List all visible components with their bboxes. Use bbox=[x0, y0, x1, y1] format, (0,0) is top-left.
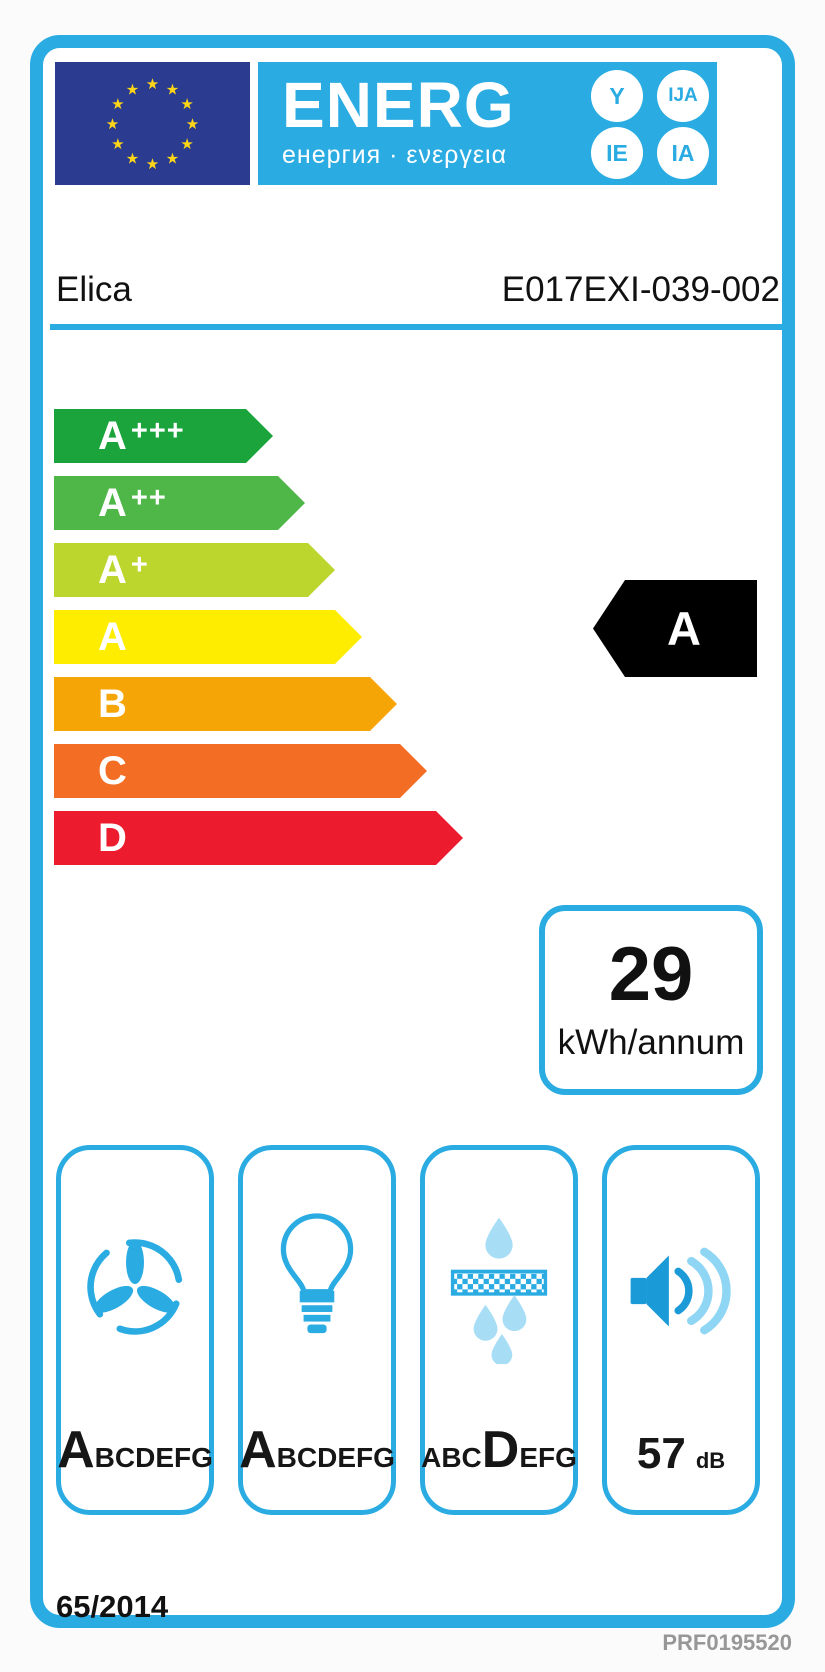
grade-letter: A bbox=[239, 1421, 277, 1479]
class-letter: D bbox=[98, 816, 127, 860]
metric-lighting-efficiency: A BCDEFG bbox=[238, 1145, 396, 1515]
energy-label: ★ ★ ★ ★ ★ ★ ★ ★ ★ ★ ★ ★ ENERG енергия · ενεργε… bbox=[30, 35, 795, 1628]
rated-class-letter: A bbox=[667, 602, 701, 655]
metric-fluid-dynamic-efficiency: A BCDEFG bbox=[56, 1145, 214, 1515]
class-letter: A bbox=[98, 548, 127, 592]
language-suffix-bubbles: Y IJA IE IA bbox=[591, 70, 709, 179]
class-letter: C bbox=[98, 749, 127, 793]
brand-divider bbox=[50, 324, 783, 330]
noise-level-value: 57 dB bbox=[637, 1432, 725, 1510]
class-letter: A bbox=[98, 615, 127, 659]
svg-text:★: ★ bbox=[111, 135, 124, 153]
grease-filter-icon bbox=[450, 1217, 548, 1364]
energy-class-arrow: A +++ bbox=[54, 409, 273, 463]
grade-letter: D bbox=[481, 1421, 520, 1479]
energy-class-arrow: C bbox=[54, 744, 427, 798]
consumption-unit: kWh/annum bbox=[557, 1023, 745, 1062]
grade-scale-letters: EFG bbox=[519, 1442, 577, 1473]
grease-filter-grade: ABC D EFG bbox=[421, 1424, 577, 1510]
grade-letter: A bbox=[57, 1421, 95, 1479]
energy-class-arrow: A bbox=[54, 610, 362, 664]
reference-code: PRF0195520 bbox=[662, 1630, 792, 1655]
class-plus-suffix: +++ bbox=[130, 414, 185, 447]
metric-noise-level: 57 dB bbox=[602, 1145, 760, 1515]
grade-scale-letters: BCDEFG bbox=[276, 1442, 395, 1473]
class-letter: A bbox=[98, 414, 127, 458]
energ-logo-subtext: енергия · ενεργεια bbox=[282, 141, 508, 170]
annual-consumption-box: 29 kWh/annum bbox=[539, 905, 763, 1095]
noise-value: 57 bbox=[636, 1429, 686, 1478]
bulb-icon bbox=[280, 1213, 354, 1334]
grade-scale-letters: BCDEFG bbox=[94, 1442, 213, 1473]
svg-text:★: ★ bbox=[146, 75, 159, 93]
svg-text:★: ★ bbox=[126, 80, 139, 98]
suffix-bubble-ie: IE bbox=[591, 127, 643, 179]
eu-flag-icon: ★ ★ ★★ ★★ ★★ ★★ ★★ bbox=[55, 62, 250, 185]
energy-class-scale: A +++ A ++ A + A B C D bbox=[54, 409, 463, 878]
lighting-efficiency-grade: A BCDEFG bbox=[239, 1424, 395, 1510]
class-plus-suffix: ++ bbox=[130, 481, 167, 514]
svg-text:★: ★ bbox=[126, 150, 139, 168]
class-letter: B bbox=[98, 682, 127, 726]
svg-text:★: ★ bbox=[180, 135, 193, 153]
fan-efficiency-grade: A BCDEFG bbox=[57, 1424, 213, 1510]
rated-class-arrow: A bbox=[593, 580, 757, 677]
model-number: E017EXI-039-002 bbox=[501, 270, 780, 309]
svg-text:★: ★ bbox=[166, 80, 179, 98]
metric-grease-filter-efficiency: ABC D EFG bbox=[420, 1145, 578, 1515]
consumption-value: 29 bbox=[608, 932, 694, 1017]
suffix-bubble-y: Y bbox=[591, 70, 643, 122]
svg-text:★: ★ bbox=[106, 115, 119, 133]
suffix-bubble-ia: IA bbox=[657, 127, 709, 179]
energy-class-arrow: B bbox=[54, 677, 397, 731]
energy-class-arrow: D bbox=[54, 811, 463, 865]
svg-text:★: ★ bbox=[146, 155, 159, 173]
svg-text:★: ★ bbox=[166, 150, 179, 168]
fan-icon bbox=[87, 1239, 183, 1335]
energy-class-arrow: A ++ bbox=[54, 476, 305, 530]
energ-logo-banner: ENERG енергия · ενεργεια Y IJA IE IA bbox=[258, 62, 717, 185]
svg-text:★: ★ bbox=[111, 95, 124, 113]
svg-text:★: ★ bbox=[186, 115, 199, 133]
suffix-bubble-ija: IJA bbox=[657, 70, 709, 122]
noise-icon bbox=[630, 1247, 731, 1335]
brand-name: Elica bbox=[56, 270, 132, 309]
energy-class-arrow: A + bbox=[54, 543, 335, 597]
energ-logo-text: ENERG bbox=[282, 69, 515, 141]
class-plus-suffix: + bbox=[130, 548, 149, 581]
svg-text:★: ★ bbox=[180, 95, 193, 113]
grade-scale-letters: ABC bbox=[421, 1442, 482, 1473]
regulation-number: 65/2014 bbox=[56, 1589, 169, 1624]
class-letter: A bbox=[98, 481, 127, 525]
noise-unit: dB bbox=[695, 1448, 726, 1473]
